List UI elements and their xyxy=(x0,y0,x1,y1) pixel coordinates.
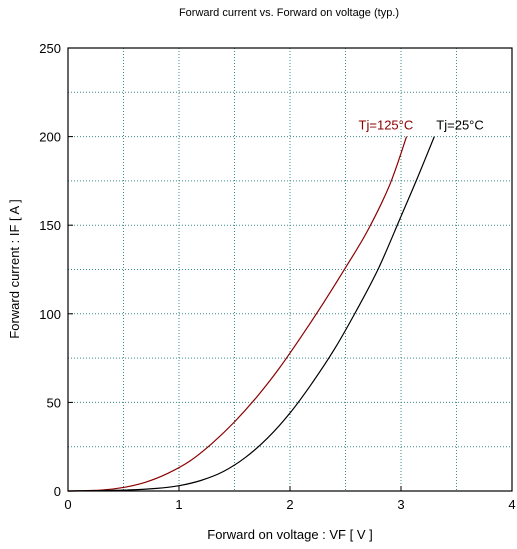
series-labels: Tj=125°C Tj=25°C xyxy=(359,118,484,133)
chart-title: Forward current vs. Forward on voltage (… xyxy=(179,7,399,19)
series-line xyxy=(67,136,435,492)
y-tick-label: 250 xyxy=(39,41,61,56)
x-tick-label: 4 xyxy=(508,497,515,512)
series-line xyxy=(67,136,408,492)
series-group xyxy=(67,136,435,492)
x-tick-label: 3 xyxy=(397,497,404,512)
y-axis-title: Forward current : IF [ A ] xyxy=(7,199,22,338)
y-tick-label: 200 xyxy=(39,130,61,145)
y-tick-label: 50 xyxy=(47,395,61,410)
y-tick-label: 150 xyxy=(39,218,61,233)
grid xyxy=(68,48,512,491)
series-label: Tj=25°C xyxy=(436,118,483,133)
y-tick-label: 100 xyxy=(39,307,61,322)
y-tick-label: 0 xyxy=(54,484,61,499)
x-tick-label: 0 xyxy=(64,497,71,512)
x-tick-label: 1 xyxy=(175,497,182,512)
x-tick-label: 2 xyxy=(286,497,293,512)
ticks: 0 1 2 3 4 0 50 100 150 200 250 xyxy=(39,41,515,512)
x-axis-title: Forward on voltage : VF [ V ] xyxy=(207,527,372,542)
series-label: Tj=125°C xyxy=(359,118,414,133)
